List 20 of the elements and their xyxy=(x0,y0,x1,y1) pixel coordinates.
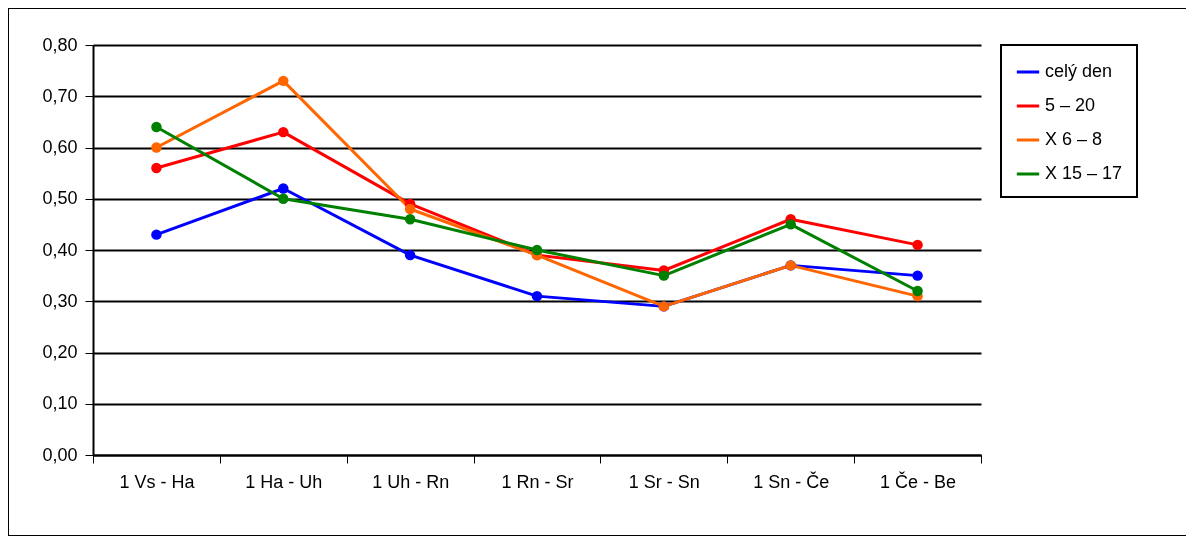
x-tick-label: 1 Vs - Ha xyxy=(119,471,196,492)
x-tick-label: 1 Sn - Če xyxy=(753,470,830,492)
y-tick-label: 0,60 xyxy=(42,137,78,157)
y-tick-label: 0,20 xyxy=(42,342,78,362)
y-tick-label: 0,80 xyxy=(42,34,78,55)
y-tick-label: 0,00 xyxy=(42,444,78,465)
x-tick-label: 1 Rn - Sr xyxy=(501,471,574,492)
legend-label: celý den xyxy=(1045,61,1113,81)
legend-label: X 15 – 17 xyxy=(1045,163,1123,183)
x-tick-label: 1 Če - Be xyxy=(880,470,957,492)
y-tick-label: 0,10 xyxy=(42,393,78,414)
y-tick-label: 0,50 xyxy=(42,188,78,209)
y-tick-label: 0,30 xyxy=(42,290,78,311)
x-tick-label: 1 Ha - Uh xyxy=(245,471,323,492)
x-tick-label: 1 Sr - Sn xyxy=(628,471,700,492)
legend-label: X 6 – 8 xyxy=(1045,129,1103,149)
legend-label: 5 – 20 xyxy=(1045,95,1096,115)
x-tick-label: 1 Uh - Rn xyxy=(372,471,450,492)
y-tick-label: 0,70 xyxy=(42,85,78,106)
y-tick-label: 0,40 xyxy=(42,239,78,260)
